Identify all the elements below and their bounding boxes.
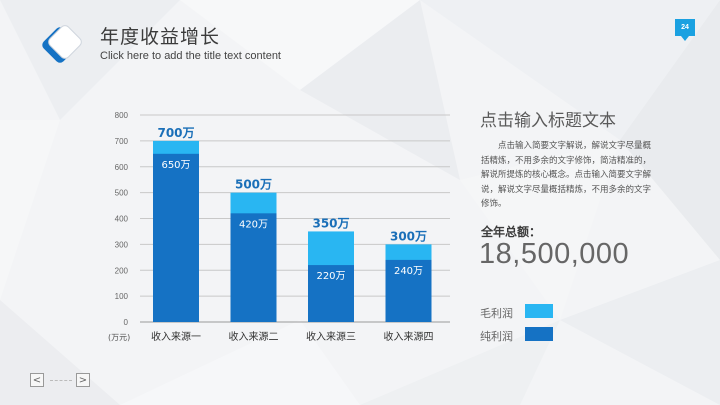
page-title: 年度收益增长 [100,26,221,48]
bar-net [230,213,277,322]
y-tick-label: 300 [115,240,129,249]
side-panel-title: 点击输入标题文本 [480,111,616,131]
data-label-net: 240万 [394,266,423,277]
total-value: 18,500,000 [479,238,630,270]
bar-net [385,259,432,322]
data-label-gross: 300万 [390,229,427,243]
data-label-gross: 500万 [235,178,272,192]
data-label-net: 220万 [316,271,345,282]
data-label-net: 420万 [239,219,268,230]
legend-swatch [525,304,553,318]
x-tick-label: 收入来源三 [306,330,356,343]
legend-label: 毛利润 [480,307,513,320]
y-tick-label: 500 [115,189,129,198]
total-label: 全年总额： [481,225,542,239]
prev-slide-button[interactable]: < [30,373,44,387]
page-number-badge: 24 [675,19,695,41]
y-tick-label: 100 [115,292,129,301]
data-label-gross: 350万 [312,216,349,230]
y-tick-label: 200 [115,266,129,275]
page-subtitle: Click here to add the title text content [100,50,281,62]
y-tick-label: 400 [115,215,129,224]
x-tick-label: 收入来源一 [151,330,201,343]
legend-label: 纯利润 [480,330,513,343]
bar-net [308,265,354,322]
y-tick-label: 0 [124,318,129,327]
chevron-left-icon: < [32,375,42,386]
x-tick-label: 收入来源四 [384,330,434,343]
y-tick-label: 800 [115,111,129,120]
y-tick-label: 700 [115,137,129,146]
bar-net [153,153,199,322]
next-slide-button[interactable]: > [76,373,90,387]
logo-icon [42,25,82,63]
y-tick-label: 600 [115,163,129,172]
chevron-right-icon: > [78,375,88,386]
y-axis-label: (万元) [108,333,130,342]
data-label-gross: 700万 [157,126,194,140]
data-label-net: 650万 [161,160,190,171]
x-tick-label: 收入来源二 [229,330,279,343]
legend-swatch [525,327,553,341]
side-panel-description: 点击输入简要文字解说，解说文字尽量概括精炼，不用多余的文字修饰，简洁精准的，解说… [481,141,652,209]
nav-divider [50,380,72,381]
